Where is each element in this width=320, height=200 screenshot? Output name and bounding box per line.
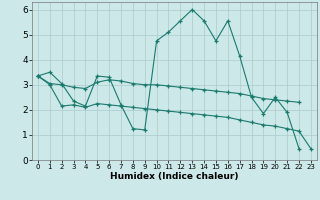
X-axis label: Humidex (Indice chaleur): Humidex (Indice chaleur) <box>110 172 239 181</box>
